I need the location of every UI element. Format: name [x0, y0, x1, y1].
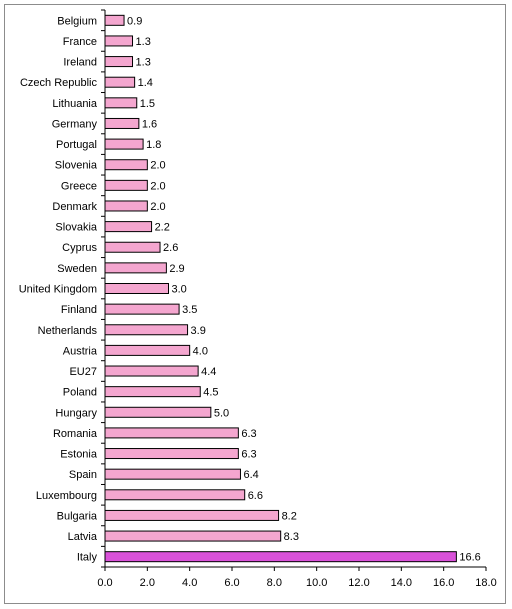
bar — [104, 200, 148, 212]
data-label: 3.9 — [191, 325, 206, 337]
data-label: 2.0 — [150, 180, 165, 192]
category-label: Hungary — [55, 407, 97, 419]
bar — [104, 35, 134, 47]
category-label: Netherlands — [38, 325, 98, 337]
bar — [104, 551, 457, 563]
x-tick-label: 16.0 — [433, 577, 454, 589]
data-label: 1.4 — [138, 77, 153, 89]
data-label: 2.0 — [150, 160, 165, 172]
bar — [104, 386, 201, 398]
category-label: Slovenia — [55, 160, 98, 172]
x-tick-label: 6.0 — [224, 577, 239, 589]
bar — [104, 303, 180, 315]
data-label: 3.5 — [182, 304, 197, 316]
x-tick-label: 2.0 — [140, 577, 155, 589]
x-tick-label: 14.0 — [391, 577, 412, 589]
category-label: United Kingdom — [19, 284, 97, 296]
data-label: 8.3 — [284, 531, 299, 543]
x-tick-label: 18.0 — [475, 577, 496, 589]
category-label: Lithuania — [52, 98, 98, 110]
bar — [104, 138, 144, 150]
x-tick-label: 4.0 — [182, 577, 197, 589]
bar — [104, 117, 140, 129]
data-label: 1.6 — [142, 118, 157, 130]
bar — [104, 221, 153, 233]
data-label: 1.8 — [146, 139, 161, 151]
category-label: Czech Republic — [20, 77, 98, 89]
category-label: Portugal — [56, 139, 97, 151]
category-label: Bulgaria — [57, 510, 98, 522]
bar — [104, 262, 167, 274]
data-label: 5.0 — [214, 407, 229, 419]
category-label: Germany — [52, 118, 98, 130]
bar — [104, 283, 169, 294]
category-label: Cyprus — [62, 242, 97, 254]
bar — [104, 97, 138, 109]
data-label: 6.6 — [248, 490, 263, 502]
bar — [104, 365, 199, 377]
category-label: Romania — [53, 428, 98, 440]
bar — [104, 56, 134, 68]
category-label: Greece — [61, 180, 97, 192]
category-label: Finland — [61, 304, 97, 316]
data-label: 16.6 — [459, 552, 480, 564]
category-label: Luxembourg — [36, 490, 97, 502]
data-label: 2.0 — [150, 201, 165, 213]
data-label: 6.4 — [243, 469, 258, 481]
category-label: Italy — [77, 552, 98, 564]
data-label: 4.4 — [201, 366, 216, 378]
data-label: 1.3 — [136, 36, 151, 48]
bar — [104, 509, 280, 521]
data-label: 1.5 — [140, 98, 155, 110]
x-tick-label: 10.0 — [306, 577, 327, 589]
bar — [104, 448, 239, 460]
data-label: 4.0 — [193, 345, 208, 357]
category-label: Denmark — [52, 201, 97, 213]
bar — [104, 468, 241, 480]
x-tick-label: 12.0 — [348, 577, 369, 589]
bar — [104, 159, 148, 171]
category-label: Sweden — [57, 263, 97, 275]
category-label: France — [63, 36, 97, 48]
category-label: EU27 — [69, 366, 97, 378]
data-label: 4.5 — [203, 387, 218, 399]
bar — [104, 324, 189, 336]
bar — [104, 76, 136, 88]
bar — [104, 530, 282, 542]
x-tick-label: 8.0 — [267, 577, 282, 589]
data-label: 6.3 — [241, 428, 256, 440]
chart-frame — [4, 4, 506, 604]
bar — [104, 406, 212, 418]
category-label: Austria — [63, 345, 98, 357]
bar — [104, 179, 148, 191]
bar — [104, 14, 125, 26]
data-label: 2.9 — [169, 263, 184, 275]
category-label: Estonia — [60, 449, 98, 461]
data-label: 0.9 — [127, 15, 142, 27]
bar — [104, 241, 161, 253]
data-label: 1.3 — [136, 57, 151, 69]
data-label: 6.3 — [241, 449, 256, 461]
category-label: Latvia — [68, 531, 98, 543]
category-label: Poland — [63, 387, 97, 399]
data-label: 2.2 — [155, 222, 170, 234]
bar — [104, 427, 239, 439]
data-label: 3.0 — [172, 284, 187, 296]
data-label: 8.2 — [282, 510, 297, 522]
category-label: Belgium — [57, 15, 97, 27]
bar — [104, 344, 191, 356]
category-label: Spain — [69, 469, 97, 481]
data-label: 2.6 — [163, 242, 178, 254]
category-label: Ireland — [63, 57, 97, 69]
x-tick-label: 0.0 — [97, 577, 112, 589]
category-label: Slovakia — [55, 222, 97, 234]
bar — [104, 489, 246, 501]
